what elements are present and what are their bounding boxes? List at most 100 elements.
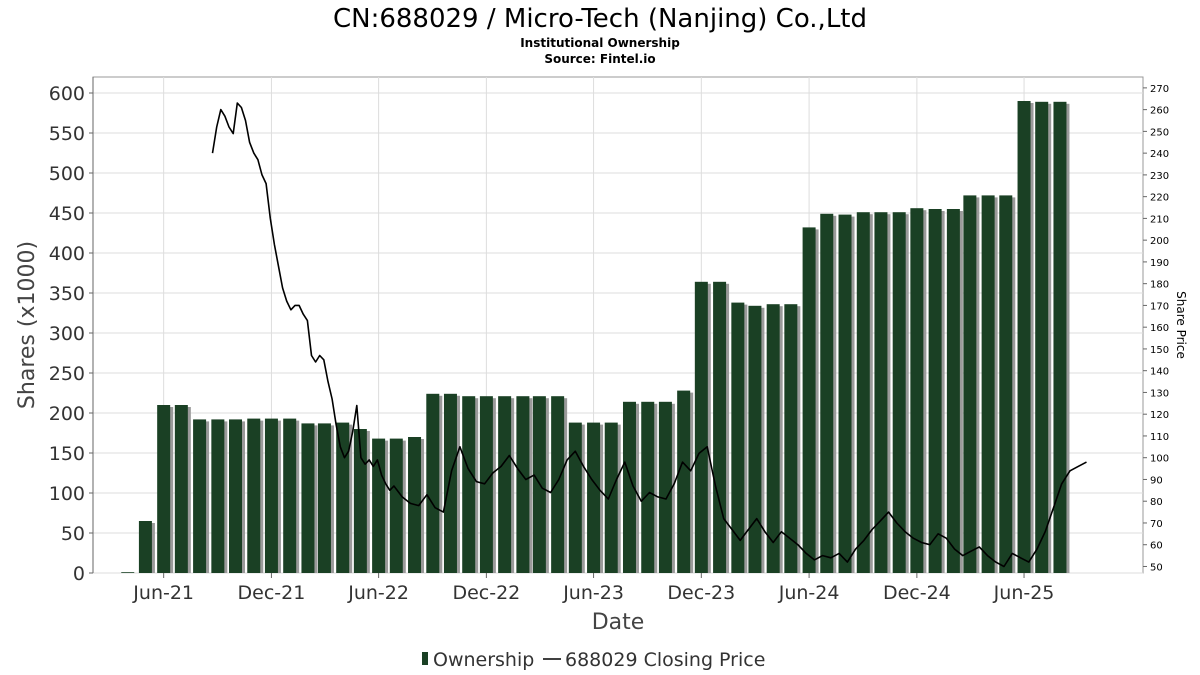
y-tick-label: 50 [61,523,85,545]
y-tick-label: 100 [49,483,85,505]
y2-tick-label: 200 [1150,236,1169,247]
x-tick-label: Dec-23 [667,582,735,604]
y2-tick-label: 180 [1150,280,1169,291]
ownership-bar [479,396,493,573]
y-tick-label: 350 [49,283,85,305]
y2-tick-label: 90 [1150,475,1163,486]
ownership-bar [443,393,457,573]
y2-tick-label: 170 [1150,301,1169,312]
ownership-bar [981,195,995,573]
chart-source: Source: Fintel.io [544,52,655,66]
x-tick-label: Jun-25 [993,582,1055,604]
y2-tick-label: 100 [1150,454,1169,465]
y-tick-label: 250 [49,363,85,385]
y-tick-label: 450 [49,203,85,225]
y2-tick-label: 140 [1150,367,1169,378]
ownership-bar [157,405,171,573]
x-tick-label: Dec-21 [238,582,306,604]
ownership-bar [229,419,243,573]
chart-subtitle: Institutional Ownership [520,36,680,50]
y2-tick-label: 70 [1150,519,1163,530]
x-tick-label: Dec-24 [883,582,951,604]
y2-tick-label: 250 [1150,127,1169,138]
ownership-bar [802,227,816,573]
y-axis-label: Shares (x1000) [15,241,40,409]
y-tick-label: 0 [73,563,85,585]
ownership-bar [174,405,188,573]
y2-tick-label: 240 [1150,149,1169,160]
chart-title: CN:688029 / Micro-Tech (Nanjing) Co.,Ltd [333,4,867,34]
ownership-bar [677,390,691,573]
ownership-bar [604,422,618,573]
x-tick-label: Dec-22 [452,582,520,604]
ownership-bar [1053,101,1067,574]
y-tick-label: 550 [49,123,85,145]
y2-tick-label: 210 [1150,214,1169,225]
ownership-bar [462,396,476,573]
axes: 0 50 100 150 200 250 300 350 400 450 500 550 600 50 60… [49,77,1169,604]
ownership-bar [551,396,565,573]
ownership-bar [301,423,315,573]
y2-tick-label: 80 [1150,497,1163,508]
ownership-bar [622,401,636,573]
ownership-bar [748,305,762,573]
ownership-bar [658,401,672,573]
ownership-bar [498,396,512,573]
y2-tick-label: 60 [1150,541,1163,552]
ownership-bar [713,281,727,573]
ownership-bar [193,419,207,573]
ownership-bar [910,208,924,573]
ownership-bar [1035,101,1049,574]
ownership-bars [121,101,1070,574]
y2-tick-label: 160 [1150,323,1169,334]
y-tick-label: 600 [49,83,85,105]
ownership-bar [121,572,135,573]
y-tick-label: 400 [49,243,85,265]
ownership-bar [264,418,278,573]
ownership-bar [892,212,906,573]
legend-bar-swatch [422,652,428,665]
ownership-bar [946,209,960,573]
legend: Ownership 688029 Closing Price [422,649,765,671]
ownership-bar [516,396,530,573]
ownership-bar [731,302,745,573]
ownership-bar [928,209,942,573]
y-tick-label: 300 [49,323,85,345]
ownership-bar [353,429,367,573]
x-tick-label: Jun-23 [562,582,624,604]
ownership-bar [138,521,152,573]
ownership-bar [389,438,403,573]
ownership-bar [856,212,870,573]
y2-tick-label: 120 [1150,410,1169,421]
y2-tick-label: 130 [1150,388,1169,399]
ownership-bar [999,195,1013,573]
ownership-bar [283,418,297,573]
y-tick-label: 500 [49,163,85,185]
x-tick-label: Jun-24 [778,582,840,604]
ownership-bar [1017,101,1031,573]
ownership-bar [963,195,977,573]
ownership-bar [211,419,225,573]
ownership-bar [568,422,582,573]
x-tick-label: Jun-22 [347,582,409,604]
y2-tick-label: 150 [1150,345,1169,356]
price-line-group [211,102,1087,568]
ownership-bar [317,423,331,573]
ownership-bar [838,214,852,573]
ownership-bar [587,422,601,573]
legend-price-label: 688029 Closing Price [565,649,765,671]
y-tick-label: 150 [49,443,85,465]
ownership-bar [372,438,386,573]
ownership-bar [784,304,798,573]
ownership-bar [694,281,708,573]
y2-tick-label: 50 [1150,562,1163,573]
x-axis-label: Date [592,610,645,635]
y2-axis-label: Share Price [1174,291,1188,359]
y2-tick-label: 190 [1150,258,1169,269]
y2-tick-label: 260 [1150,106,1169,117]
y2-tick-label: 110 [1150,432,1169,443]
ownership-bar [874,212,888,573]
price-line [211,102,1087,568]
ownership-bar [247,418,261,573]
